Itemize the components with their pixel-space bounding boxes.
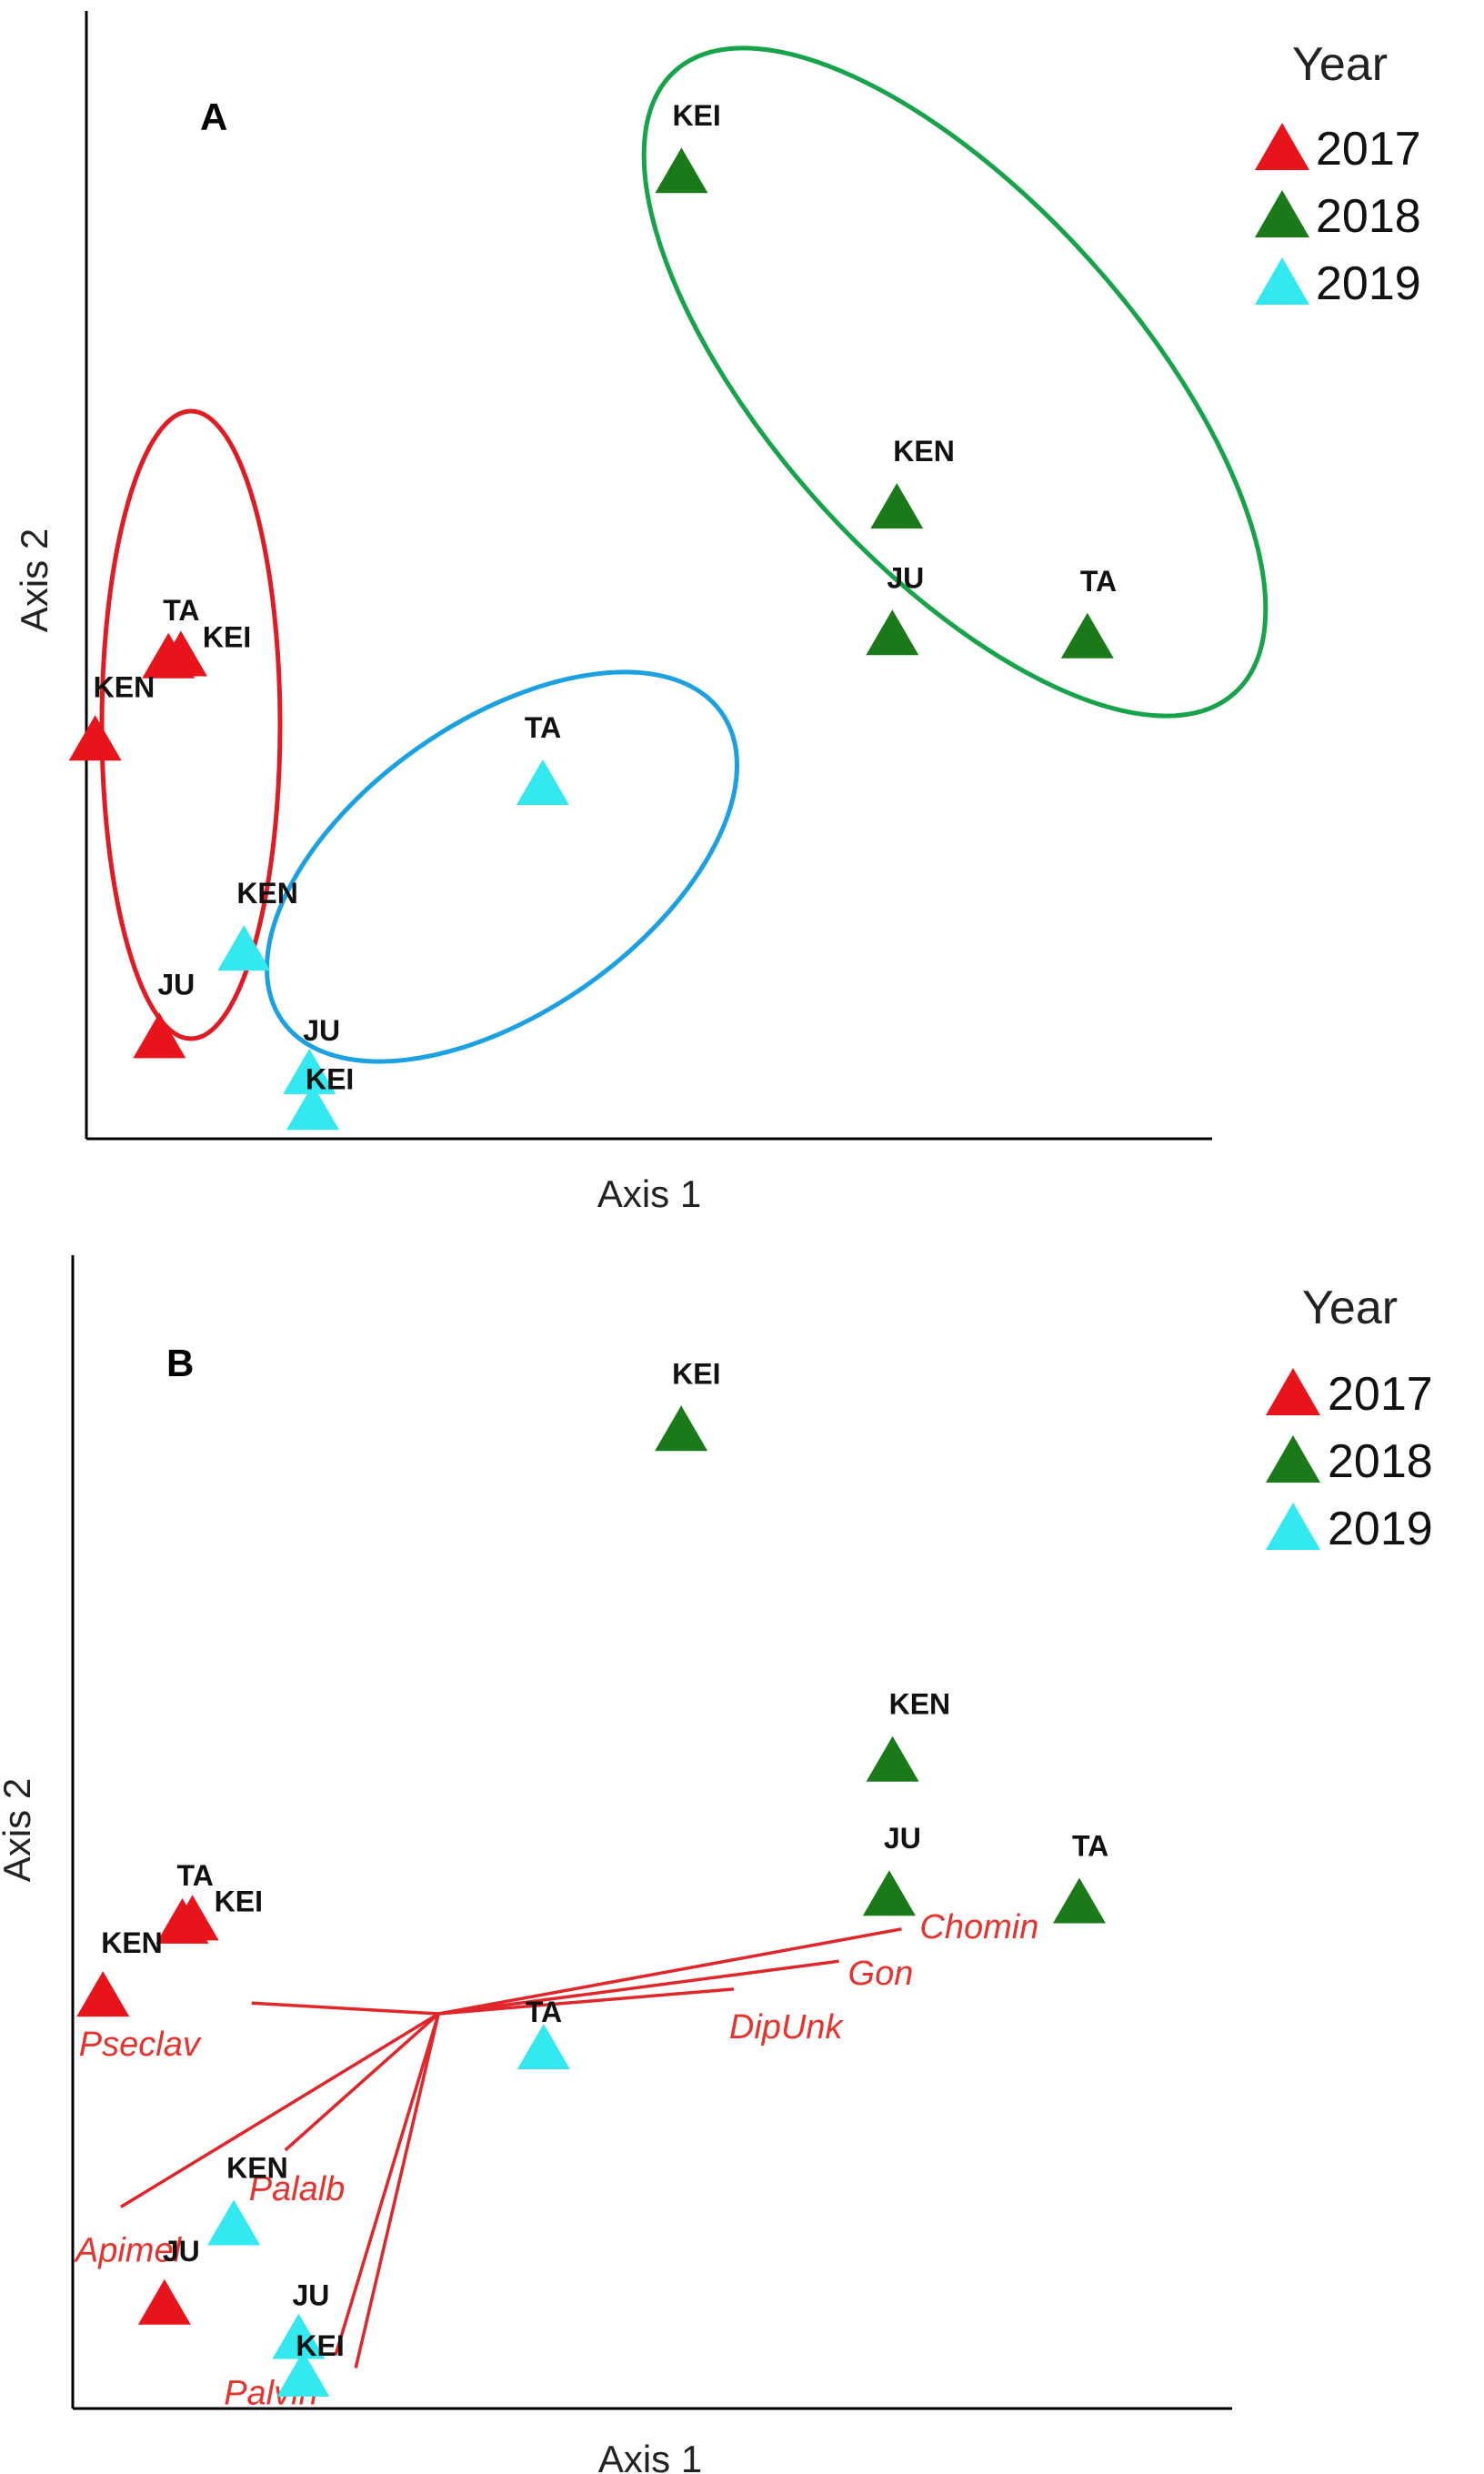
point-2017-ju bbox=[133, 1012, 186, 1059]
point-label-2017-ken: KEN bbox=[101, 1926, 163, 1959]
vector-label-pseclav: Pseclav bbox=[79, 2026, 202, 2064]
point-2019-ta bbox=[516, 759, 569, 805]
point-label-2019-kei: KEI bbox=[306, 1062, 354, 1095]
ellipse-2019 bbox=[265, 669, 739, 1064]
vector-line-apimel bbox=[119, 2012, 440, 2208]
point-label-2019-ta: TA bbox=[526, 1996, 562, 2028]
point-label-2018-ken: KEN bbox=[893, 435, 955, 468]
legend-entry-2018: 2018 bbox=[1255, 190, 1421, 243]
point-label-2017-kei: KEI bbox=[203, 620, 251, 653]
point-2017-ju bbox=[137, 2278, 191, 2325]
point-2017-ken bbox=[68, 715, 122, 761]
point-label-2019-ken: KEN bbox=[226, 2151, 288, 2184]
point-label-2018-ta: TA bbox=[1080, 565, 1117, 598]
legend-marker-2019 bbox=[1255, 257, 1309, 305]
point-2018-ta bbox=[1060, 612, 1114, 659]
point-2019-ta bbox=[516, 2023, 570, 2069]
vector-line-gon bbox=[437, 1959, 839, 2016]
point-2019-kei bbox=[286, 1084, 339, 1131]
legend-entry-2019: 2019 bbox=[1255, 257, 1421, 310]
panel-b-legend: Year 2017 2018 2019 bbox=[1266, 1282, 1433, 1555]
point-2019-kei bbox=[276, 2350, 330, 2397]
vector-line-chomin bbox=[437, 1927, 902, 2016]
legend-marker-2019 bbox=[1266, 1503, 1320, 1550]
legend-entry-2019: 2019 bbox=[1266, 1503, 1433, 1555]
panel-a-x-axis-title: Axis 1 bbox=[597, 1172, 701, 1215]
point-label-2017-ken: KEN bbox=[94, 670, 155, 703]
point-label-2019-kei: KEI bbox=[296, 2329, 344, 2362]
legend-marker-2018 bbox=[1255, 190, 1309, 237]
point-2019-ken bbox=[217, 925, 271, 971]
legend-marker-2017 bbox=[1255, 123, 1309, 170]
point-label-2018-ta: TA bbox=[1072, 1829, 1108, 1862]
point-label-2017-kei: KEI bbox=[215, 1885, 263, 1917]
point-2018-ju bbox=[862, 1870, 916, 1916]
legend-label-2019: 2019 bbox=[1316, 257, 1421, 310]
point-2018-ken bbox=[870, 483, 924, 529]
vector-label-palalb: Palalb bbox=[249, 2170, 346, 2208]
panel-a-letter: A bbox=[200, 96, 227, 138]
ellipse-2018 bbox=[641, 45, 1268, 719]
legend-entry-2018: 2018 bbox=[1266, 1435, 1433, 1488]
point-label-2019-ju: JU bbox=[303, 1014, 340, 1047]
point-2019-ju bbox=[283, 1048, 336, 1094]
ellipse-2017 bbox=[99, 408, 283, 1041]
legend-label-2019: 2019 bbox=[1328, 1503, 1433, 1555]
point-2017-ken bbox=[76, 1971, 130, 2017]
panel-a-legend: Year 2017 2018 2019 bbox=[1255, 38, 1421, 310]
vector-label-dipunk: DipUnk bbox=[729, 2008, 845, 2047]
legend-entry-2017: 2017 bbox=[1266, 1368, 1433, 1421]
point-label-2018-kei: KEI bbox=[672, 1357, 720, 1390]
point-label-2018-kei: KEI bbox=[672, 99, 720, 132]
point-label-2017-ta: TA bbox=[177, 1859, 214, 1892]
point-label-2017-ta: TA bbox=[163, 594, 199, 627]
panel-a-y-axis-title: Axis 2 bbox=[13, 528, 55, 632]
point-label-2019-ju: JU bbox=[292, 2279, 329, 2312]
panel-b-x-axis-title: Axis 1 bbox=[598, 2438, 702, 2474]
point-2019-ken bbox=[207, 2199, 261, 2246]
vector-label-gon: Gon bbox=[848, 1955, 914, 1993]
vector-line-pseclav bbox=[251, 2001, 439, 2016]
point-2017-kei bbox=[154, 630, 207, 677]
point-label-2017-ju: JU bbox=[163, 2235, 200, 2268]
point-label-2019-ken: KEN bbox=[236, 877, 298, 910]
legend-label-2017: 2017 bbox=[1316, 123, 1421, 176]
panel-a-ellipses bbox=[99, 45, 1268, 1064]
point-label-2017-ju: JU bbox=[157, 968, 195, 1001]
vector-line-palalb bbox=[284, 2012, 440, 2152]
legend-label-2018: 2018 bbox=[1316, 190, 1421, 243]
panel-b-letter: B bbox=[166, 1342, 194, 1384]
point-2018-ju bbox=[866, 609, 919, 656]
point-label-2019-ta: TA bbox=[525, 711, 561, 744]
point-2018-ta bbox=[1053, 1877, 1106, 1924]
vector-line-unlabeled-7 bbox=[334, 2013, 440, 2356]
panel-a-legend-title: Year bbox=[1292, 38, 1388, 91]
vector-line-palvin bbox=[354, 2013, 440, 2368]
panel-b-y-axis-title: Axis 2 bbox=[0, 1778, 38, 1882]
point-label-2018-ju: JU bbox=[884, 1822, 921, 1855]
legend-marker-2017 bbox=[1266, 1368, 1320, 1415]
point-2018-ken bbox=[866, 1735, 919, 1782]
legend-label-2018: 2018 bbox=[1328, 1435, 1433, 1488]
vector-label-apimel: Apimel bbox=[74, 2231, 183, 2269]
legend-label-2017: 2017 bbox=[1328, 1368, 1433, 1421]
panel-b: B ChominGonDipUnkPseclavPalalbApimelPalv… bbox=[0, 1255, 1433, 2474]
point-2017-kei bbox=[165, 1895, 219, 1941]
vector-line-dipunk bbox=[438, 1987, 735, 2016]
legend-entry-2017: 2017 bbox=[1255, 123, 1421, 176]
point-label-2018-ju: JU bbox=[887, 561, 924, 594]
point-label-2018-ken: KEN bbox=[889, 1688, 951, 1721]
legend-marker-2018 bbox=[1266, 1435, 1320, 1483]
point-2018-kei bbox=[655, 147, 708, 194]
panel-b-legend-title: Year bbox=[1302, 1282, 1398, 1334]
vector-label-chomin: Chomin bbox=[919, 1908, 1038, 1946]
point-2018-kei bbox=[655, 1405, 708, 1452]
point-2019-ju bbox=[272, 2313, 326, 2359]
